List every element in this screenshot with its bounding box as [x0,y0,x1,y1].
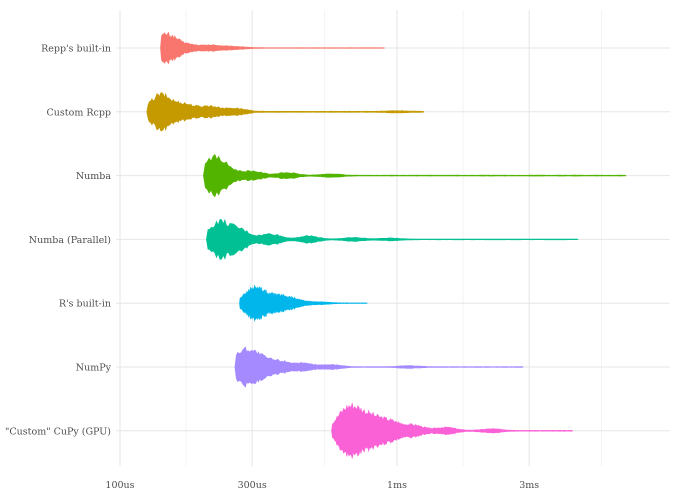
violin-4 [239,285,368,322]
y-tick-label: R's built-in [59,299,111,310]
violin-6 [331,403,573,459]
violin-0 [160,31,385,65]
x-tick-label: 3ms [519,480,539,491]
y-tick-label: "Custom" CuPy (GPU) [5,426,111,437]
violin-3 [206,219,579,260]
violin-2 [203,153,627,198]
x-tick-label: 100us [105,480,134,491]
x-tick-label: 1ms [387,480,407,491]
y-tick-label: Repp's built-in [41,44,111,55]
x-tick-label: 300us [238,480,267,491]
violin-5 [234,346,524,388]
y-tick-label: Custom Rcpp [47,107,111,118]
y-axis-labels: Repp's built-in Custom Rcpp Numba Numba (Pa… [5,44,112,438]
violins [146,31,627,459]
violin-1 [146,92,425,132]
x-axis-labels: 100us 300us 1ms 3ms [105,480,539,491]
y-tick-label: NumPy [76,363,112,374]
y-tick-label: Numba [76,171,112,182]
y-tick-label: Numba (Parallel) [29,235,111,246]
